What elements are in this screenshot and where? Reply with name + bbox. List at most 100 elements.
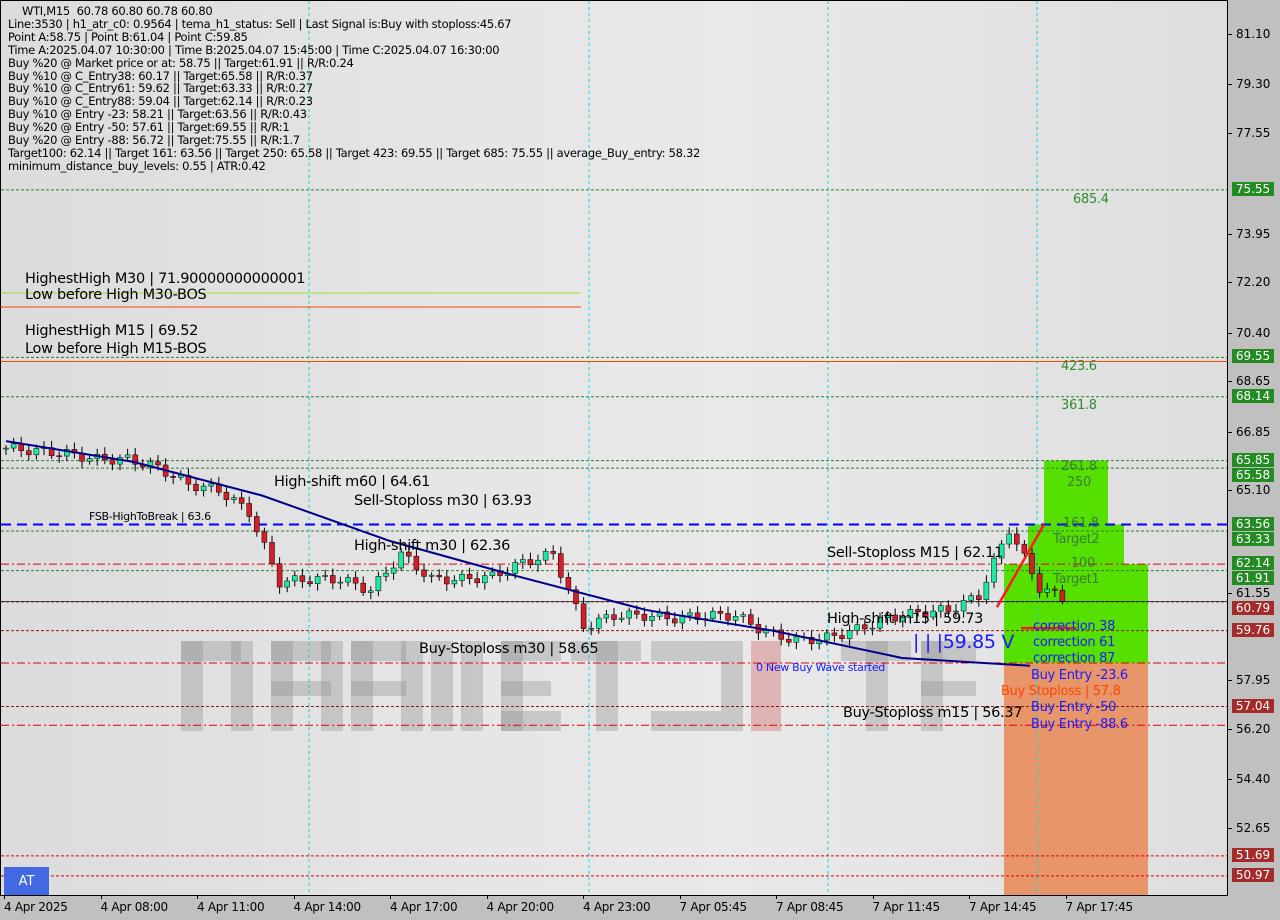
bull-candle xyxy=(626,610,632,619)
info-line: Buy %20 @ Entry -50: 57.61 || Target:69.… xyxy=(8,120,290,135)
info-panel: WTI,M15 60.78 60.80 60.78 60.80 Line:3530… xyxy=(8,5,700,173)
bull-candle xyxy=(588,628,594,630)
price-badge: 61.91 xyxy=(1232,571,1274,586)
bear-candle xyxy=(444,576,450,585)
bear-candle xyxy=(421,569,427,577)
fib-250-label: 250 xyxy=(1067,475,1091,490)
bull-candle xyxy=(618,617,625,620)
bear-candle xyxy=(307,581,313,585)
bull-candle xyxy=(231,497,237,500)
info-line: Buy %20 @ Market price or at: 58.75 || T… xyxy=(8,55,354,70)
bull-candle xyxy=(10,443,17,449)
time-tick: 4 Apr 17:00 xyxy=(390,895,458,914)
bull-candle xyxy=(64,449,70,457)
price-badge: 65.85 xyxy=(1232,452,1274,467)
price-badge: 68.14 xyxy=(1232,389,1274,404)
info-line: Buy %20 @ Entry -88: 56.72 || Target:75.… xyxy=(8,133,300,148)
bear-candle xyxy=(786,639,792,643)
price-badge: 69.55 xyxy=(1232,349,1274,364)
bull-candle xyxy=(459,573,465,581)
price-tick: 57.95 xyxy=(1227,673,1271,688)
bear-candle xyxy=(611,614,617,620)
watermark-logo xyxy=(921,681,976,696)
info-line: Buy %10 @ Entry -23: 58.21 || Target:63.… xyxy=(8,107,307,122)
price-tick: 61.55 xyxy=(1227,586,1271,601)
info-line: Point A:58.75 | Point B:61.04 | Point C:… xyxy=(8,29,248,44)
time-tick: 7 Apr 11:45 xyxy=(872,895,940,914)
price-tick: 52.65 xyxy=(1227,821,1271,836)
bull-candle xyxy=(596,617,602,629)
watermark-logo xyxy=(461,641,483,731)
watermark-logo xyxy=(501,641,561,661)
bull-candle xyxy=(907,609,914,619)
bull-candle xyxy=(740,614,746,617)
bull-candle xyxy=(428,574,435,577)
bull-candle xyxy=(284,580,290,588)
info-line: minimum_distance_buy_levels: 0.55 | ATR:… xyxy=(8,158,266,173)
price-badge: 57.04 xyxy=(1232,698,1274,713)
watermark-logo xyxy=(501,641,523,731)
bull-candle xyxy=(124,454,131,458)
bear-candle xyxy=(26,450,32,456)
bull-candle xyxy=(535,559,541,566)
bull-candle xyxy=(991,557,997,583)
bear-candle xyxy=(299,575,306,582)
auto-trading-button[interactable]: AT xyxy=(4,867,49,895)
watermark-logo xyxy=(351,641,406,661)
price-badge: 63.33 xyxy=(1232,531,1274,546)
bull-candle xyxy=(390,567,397,574)
bull-candle xyxy=(877,617,883,629)
time-tick: 4 Apr 2025 xyxy=(4,895,68,914)
bear-candle xyxy=(748,614,754,625)
bull-candle xyxy=(649,616,655,621)
bear-candle xyxy=(862,624,868,630)
bull-candle xyxy=(968,595,974,601)
bear-candle xyxy=(360,582,366,593)
bull-candle xyxy=(1044,588,1050,593)
bear-candle xyxy=(466,573,473,579)
price-tick: 72.20 xyxy=(1227,275,1271,290)
bull-candle xyxy=(846,630,853,639)
watermark-logo xyxy=(271,681,331,696)
bull-candle xyxy=(208,483,214,487)
bear-candle xyxy=(839,635,845,639)
chart-plot-area[interactable]: WTI,M15 60.78 60.80 60.78 60.80 Line:3530… xyxy=(0,0,1228,896)
time-tick: 4 Apr 20:00 xyxy=(486,895,554,914)
bull-candle xyxy=(489,571,496,576)
price-tick: 79.30 xyxy=(1227,77,1271,92)
bull-candle xyxy=(763,630,769,634)
correction-87-label: correction 87 xyxy=(1033,651,1116,666)
bear-candle xyxy=(1036,573,1043,593)
bull-candle xyxy=(292,575,298,582)
bull-candle xyxy=(322,575,328,577)
bull-candle xyxy=(930,610,936,618)
target1-label: Target1 xyxy=(1053,572,1100,587)
watermark-logo xyxy=(921,641,943,731)
bear-candle xyxy=(474,578,480,584)
time-tick: 4 Apr 11:00 xyxy=(197,895,265,914)
watermark-logo xyxy=(596,641,618,731)
watermark-logo xyxy=(721,641,743,731)
time-tick: 7 Apr 17:45 xyxy=(1065,895,1133,914)
watermark-logo xyxy=(351,681,406,696)
price-badge: 51.69 xyxy=(1232,847,1274,862)
bear-candle xyxy=(276,563,283,588)
info-line: Buy %10 @ C_Entry61: 59.62 || Target:63.… xyxy=(8,81,313,96)
price-tick: 54.40 xyxy=(1227,772,1271,787)
bear-candle xyxy=(565,577,572,590)
bull-candle xyxy=(345,577,351,583)
price-axis[interactable]: 81.10 79.30 77.55 75.55 73.95 72.20 70.40 69.55… xyxy=(1227,0,1280,896)
bull-candle xyxy=(983,581,990,600)
price-badge: 63.56 xyxy=(1232,516,1274,531)
new-buy-wave-label: 0 New Buy Wave started xyxy=(756,661,885,674)
fib-100-label: 100 xyxy=(1071,556,1095,571)
buy-stoploss-m15-label: Buy-Stoploss m15 | 56.37 xyxy=(843,705,1023,721)
bear-candle xyxy=(580,603,587,629)
bull-candle xyxy=(900,617,906,622)
bear-candle xyxy=(155,461,161,466)
time-tick: 4 Apr 08:00 xyxy=(100,895,168,914)
bear-candle xyxy=(527,559,534,566)
bear-candle xyxy=(330,575,336,584)
bear-candle xyxy=(254,516,260,533)
bear-candle xyxy=(558,553,564,578)
